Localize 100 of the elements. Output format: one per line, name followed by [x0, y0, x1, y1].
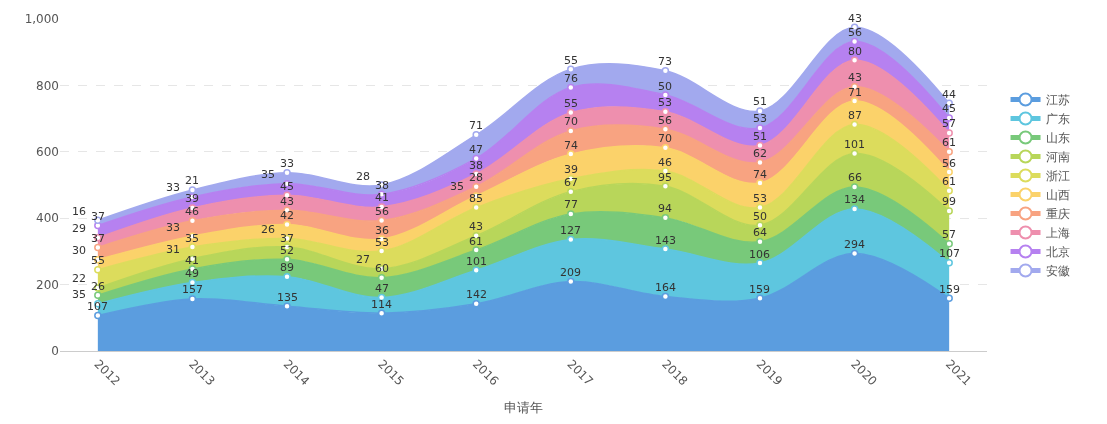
data-label: 33 — [280, 157, 294, 170]
y-tick-label: 600 — [36, 145, 59, 159]
data-label: 46 — [658, 156, 672, 169]
data-label: 55 — [564, 54, 578, 67]
data-label: 33 — [166, 221, 180, 234]
data-label: 101 — [466, 255, 487, 268]
data-label: 28 — [356, 170, 370, 183]
data-label: 85 — [469, 192, 483, 205]
legend-label: 上海 — [1045, 226, 1070, 241]
legend-label: 浙江 — [1045, 169, 1070, 184]
data-label: 74 — [564, 139, 578, 152]
data-label: 56 — [942, 157, 956, 170]
data-label: 95 — [658, 171, 672, 184]
data-label: 94 — [658, 202, 672, 215]
y-tick-label: 1,000 — [24, 12, 59, 27]
data-label: 61 — [469, 235, 483, 248]
data-label: 42 — [280, 209, 294, 222]
data-label: 64 — [753, 226, 767, 239]
legend-label: 河南 — [1045, 150, 1070, 165]
data-label: 53 — [375, 236, 389, 249]
data-label: 30 — [72, 244, 86, 257]
y-tick-label: 800 — [36, 78, 59, 93]
data-label: 41 — [375, 191, 389, 204]
data-label: 35 — [261, 168, 275, 181]
data-label: 71 — [469, 119, 483, 132]
legend-label: 广东 — [1045, 112, 1070, 127]
data-label: 38 — [469, 159, 483, 172]
data-label: 37 — [280, 232, 294, 245]
data-label: 55 — [564, 97, 578, 110]
data-label: 74 — [753, 168, 767, 181]
data-label: 62 — [753, 147, 767, 160]
data-label: 45 — [942, 102, 956, 115]
data-label: 294 — [844, 238, 865, 251]
legend-label: 江苏 — [1045, 93, 1070, 108]
data-label: 35 — [72, 288, 86, 301]
data-label: 56 — [375, 205, 389, 218]
data-label: 99 — [942, 195, 956, 208]
data-label: 57 — [942, 117, 956, 130]
data-label: 87 — [848, 109, 862, 122]
data-label: 101 — [844, 138, 865, 151]
data-label: 49 — [185, 267, 199, 280]
data-label: 143 — [655, 234, 676, 247]
data-label: 135 — [277, 291, 298, 304]
data-label: 50 — [658, 80, 672, 93]
data-label: 16 — [72, 205, 86, 218]
y-tick-label: 0 — [51, 344, 59, 359]
data-label: 106 — [749, 248, 770, 261]
data-label: 43 — [848, 12, 862, 25]
data-label: 47 — [469, 143, 483, 156]
data-label: 35 — [450, 180, 464, 193]
data-label: 80 — [848, 45, 862, 58]
data-label: 67 — [564, 176, 578, 189]
data-label: 76 — [564, 72, 578, 85]
data-label: 56 — [658, 114, 672, 127]
data-label: 70 — [564, 115, 578, 128]
data-label: 70 — [658, 132, 672, 145]
data-label: 57 — [942, 228, 956, 241]
data-label: 127 — [560, 224, 581, 237]
data-label: 37 — [91, 210, 105, 223]
data-label: 39 — [564, 163, 578, 176]
data-label: 43 — [280, 195, 294, 208]
data-label: 142 — [466, 288, 487, 301]
legend-label: 山东 — [1045, 131, 1070, 146]
data-label: 22 — [72, 272, 86, 285]
data-label: 37 — [91, 232, 105, 245]
y-tick-label: 400 — [36, 211, 59, 226]
data-label: 46 — [185, 205, 199, 218]
data-label: 134 — [844, 193, 865, 206]
data-label: 164 — [655, 281, 676, 294]
data-label: 60 — [375, 262, 389, 275]
data-label: 52 — [280, 244, 294, 257]
data-label: 89 — [280, 261, 294, 274]
data-label: 31 — [166, 243, 180, 256]
data-label: 107 — [87, 300, 108, 313]
data-label: 157 — [182, 283, 203, 296]
data-label: 38 — [375, 179, 389, 192]
data-label: 66 — [848, 171, 862, 184]
data-label: 51 — [753, 95, 767, 108]
legend-label: 重庆 — [1045, 207, 1070, 222]
data-label: 43 — [469, 220, 483, 233]
data-label: 28 — [469, 171, 483, 184]
data-label: 21 — [185, 174, 199, 187]
data-label: 27 — [356, 253, 370, 266]
data-label: 159 — [749, 283, 770, 296]
legend-label: 山西 — [1045, 188, 1070, 203]
data-label: 33 — [166, 181, 180, 194]
data-label: 41 — [185, 254, 199, 267]
data-label: 26 — [261, 223, 275, 236]
data-label: 36 — [375, 224, 389, 237]
data-label: 29 — [72, 222, 86, 235]
data-label: 51 — [753, 130, 767, 143]
data-label: 50 — [753, 210, 767, 223]
data-label: 47 — [375, 282, 389, 295]
legend-label: 安徽 — [1045, 264, 1070, 279]
data-label: 53 — [753, 192, 767, 205]
x-axis-title: 申请年 — [504, 399, 543, 415]
data-label: 73 — [658, 55, 672, 68]
legend-label: 北京 — [1045, 245, 1070, 260]
data-label: 39 — [185, 192, 199, 205]
data-label: 61 — [942, 136, 956, 149]
